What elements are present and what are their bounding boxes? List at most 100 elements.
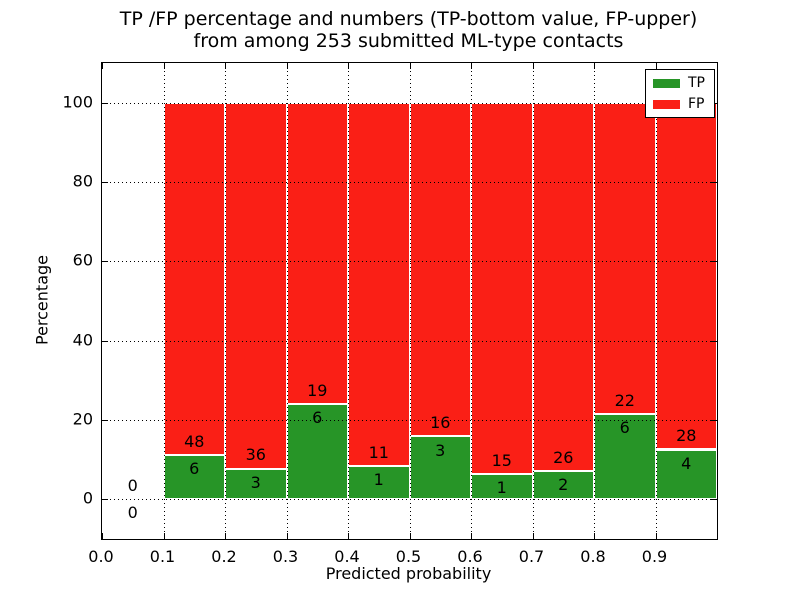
gridline-vertical (594, 63, 595, 539)
x-tick-top (163, 63, 165, 69)
y-tick-label: 60 (72, 250, 93, 270)
x-tick-label: 0.1 (149, 547, 176, 566)
y-tick-left (102, 499, 108, 500)
x-tick-label: 0.9 (641, 547, 668, 566)
bar-fp-segment (286, 102, 348, 404)
y-tick-left (102, 340, 108, 342)
x-tick-top (471, 63, 472, 69)
fp-count-label: 11 (368, 442, 389, 462)
y-tick-right (711, 182, 717, 184)
fp-count-label: 28 (676, 426, 697, 446)
x-tick-top (225, 63, 226, 69)
bar-fp-segment (225, 102, 287, 469)
y-tick-label: 0 (82, 488, 93, 508)
legend-item-tp: TP (653, 76, 707, 90)
gridline-vertical (225, 63, 226, 539)
y-tick-label: 100 (62, 92, 93, 112)
tp-count-label: 6 (619, 418, 630, 438)
bar-fp-segment (409, 102, 471, 437)
x-tick-bottom (594, 533, 595, 539)
x-tick-label: 0.2 (211, 547, 237, 566)
y-tick-right (711, 261, 717, 263)
legend-swatch-tp (653, 78, 680, 88)
y-tick-label: 80 (72, 171, 93, 191)
x-tick-top (594, 63, 595, 69)
x-tick-bottom (163, 533, 165, 539)
tp-count-label: 2 (558, 474, 569, 494)
fp-count-label: 0 (127, 475, 138, 495)
x-tick-bottom (102, 533, 103, 539)
gridline-vertical (655, 63, 657, 539)
x-tick-label: 0.5 (395, 547, 422, 566)
bar-fp-segment (471, 102, 533, 475)
x-tick-bottom (532, 533, 534, 539)
x-tick-bottom (655, 533, 657, 539)
chart-title-line1: TP /FP percentage and numbers (TP-bottom… (119, 8, 698, 30)
fp-count-label: 36 (245, 445, 266, 465)
gridline-vertical (163, 63, 165, 539)
x-tick-top (102, 63, 103, 69)
x-tick-top (286, 63, 288, 69)
gridline-vertical (532, 63, 534, 539)
bar-tp-segment (225, 468, 287, 499)
y-tick-left (102, 261, 108, 263)
fp-count-label: 16 (430, 413, 451, 433)
y-tick-label: 20 (72, 409, 93, 429)
tp-count-label: 3 (435, 440, 446, 460)
fp-count-label: 15 (491, 451, 512, 471)
bar-fp-segment (594, 102, 656, 415)
x-tick-label: 0.0 (88, 547, 114, 566)
bar-fp-segment (655, 102, 717, 450)
tp-count-label: 1 (496, 478, 507, 498)
gridline-vertical (348, 63, 349, 539)
y-tick-left (102, 419, 108, 421)
y-tick-right (711, 499, 717, 500)
gridline-vertical (286, 63, 288, 539)
bar-fp-segment (348, 102, 410, 466)
tp-count-label: 3 (250, 472, 261, 492)
bar-tp-segment (594, 414, 656, 499)
x-tick-label: 0.7 (518, 547, 545, 566)
x-tick-label: 0.8 (580, 547, 606, 566)
x-tick-top (655, 63, 657, 69)
bar-tp-segment (163, 455, 225, 499)
tp-count-label: 6 (189, 459, 200, 479)
y-tick-label: 40 (72, 330, 93, 350)
legend-swatch-fp (653, 99, 680, 109)
y-tick-left (102, 102, 108, 104)
tp-count-label: 0 (127, 503, 138, 523)
y-tick-left (102, 182, 108, 184)
gridline-vertical (409, 63, 411, 539)
legend-item-label: FP (688, 96, 705, 112)
plot-area: TP FP 0 0 48 6 36 3 19 6 11 1 16 3 15 1 26 2 22 6 28 4 (101, 62, 718, 540)
x-tick-bottom (471, 533, 472, 539)
bar-fp-segment (163, 102, 225, 455)
legend-item-label: TP (688, 75, 705, 91)
x-tick-top (409, 63, 411, 69)
x-tick-top (532, 63, 534, 69)
tp-count-label: 4 (681, 453, 692, 473)
legend-item-fp: FP (653, 97, 707, 111)
x-tick-label: 0.4 (334, 547, 360, 566)
gridline-vertical (471, 63, 472, 539)
x-tick-label: 0.3 (272, 547, 299, 566)
fp-count-label: 22 (614, 390, 635, 410)
y-tick-right (711, 419, 717, 421)
fp-count-label: 26 (553, 447, 574, 467)
x-tick-bottom (286, 533, 288, 539)
chart-title-line2: from among 253 submitted ML-type contact… (193, 30, 624, 52)
bar-fp-segment (532, 102, 594, 471)
y-tick-right (711, 340, 717, 342)
chart-title: TP /FP percentage and numbers (TP-bottom… (101, 8, 716, 52)
fp-count-label: 19 (307, 380, 328, 400)
bar-tp-segment (348, 466, 410, 499)
bar-tp-segment (471, 474, 533, 499)
tp-count-label: 1 (373, 470, 384, 490)
legend: TP FP (645, 69, 715, 118)
x-tick-bottom (409, 533, 411, 539)
x-tick-top (348, 63, 349, 69)
x-axis-label: Predicted probability (325, 564, 492, 583)
tp-count-label: 6 (312, 408, 323, 428)
x-tick-label: 0.6 (457, 547, 483, 566)
